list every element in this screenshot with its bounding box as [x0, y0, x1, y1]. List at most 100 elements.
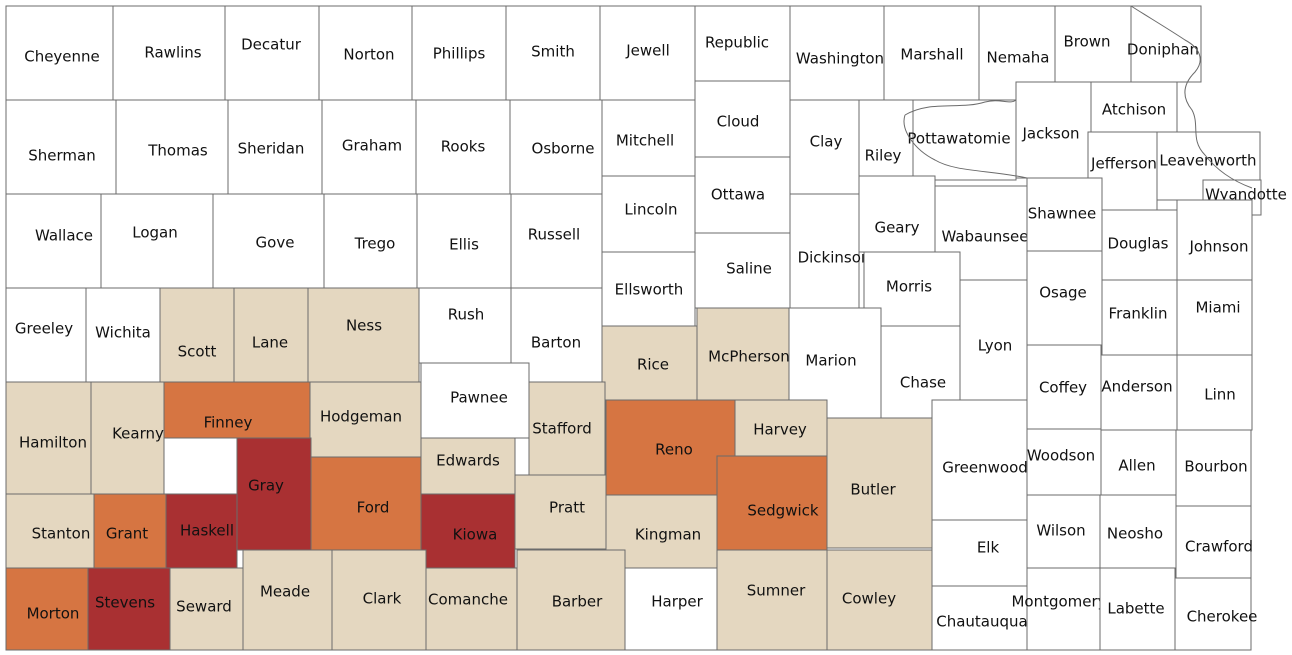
county-label-johnson: Johnson	[1188, 238, 1248, 256]
county-label-wichita: Wichita	[95, 324, 151, 342]
county-label-smith: Smith	[531, 43, 575, 61]
county-label-geary: Geary	[874, 219, 919, 237]
county-shape-johnson	[1176, 199, 1253, 281]
county-kiowa: Kiowa	[420, 493, 516, 569]
county-graham: Graham	[321, 99, 417, 195]
county-shape-meade	[242, 549, 333, 651]
county-label-rush: Rush	[448, 306, 485, 324]
county-meade: Meade	[242, 549, 333, 651]
county-shape-linn	[1176, 354, 1253, 431]
county-rawlins: Rawlins	[112, 5, 226, 101]
county-shape-morton	[5, 567, 89, 651]
county-label-lincoln: Lincoln	[624, 201, 677, 219]
county-shape-cherokee	[1174, 577, 1252, 651]
county-label-decatur: Decatur	[241, 36, 302, 54]
county-linn: Linn	[1176, 354, 1253, 431]
county-franklin: Franklin	[1101, 279, 1178, 356]
county-shape-barber	[516, 549, 626, 651]
county-shape-stevens	[87, 567, 171, 651]
county-label-barton: Barton	[531, 334, 581, 352]
county-shape-comanche	[425, 567, 518, 651]
county-shape-harvey	[734, 399, 828, 457]
county-ottawa: Ottawa	[694, 156, 791, 234]
county-label-scott: Scott	[178, 343, 217, 361]
county-label-allen: Allen	[1118, 457, 1155, 475]
county-wallace: Wallace	[5, 193, 102, 289]
county-saline: Saline	[694, 232, 791, 309]
county-edwards: Edwards	[420, 437, 516, 495]
county-label-saline: Saline	[726, 260, 772, 278]
county-label-kiowa: Kiowa	[453, 526, 498, 544]
county-label-cheyenne: Cheyenne	[24, 48, 100, 66]
county-gove: Gove	[212, 193, 325, 289]
county-label-lyon: Lyon	[978, 337, 1013, 355]
county-label-ellis: Ellis	[449, 236, 479, 254]
county-shape-reno	[605, 399, 736, 497]
county-label-gove: Gove	[256, 234, 295, 252]
county-shape-pottawatomie	[912, 99, 1017, 181]
county-jackson: Jackson	[1015, 81, 1092, 179]
county-shape-miami	[1176, 279, 1253, 356]
county-label-harvey: Harvey	[753, 421, 807, 439]
county-woodson: Woodson	[1026, 428, 1102, 496]
county-label-pratt: Pratt	[549, 499, 585, 517]
county-label-comanche: Comanche	[428, 591, 508, 609]
county-label-seward: Seward	[176, 598, 232, 616]
county-shape-stafford	[528, 381, 606, 477]
county-label-shawnee: Shawnee	[1028, 205, 1096, 223]
county-stafford: Stafford	[528, 381, 606, 477]
county-shape-saline	[694, 232, 791, 309]
county-washington: Washington	[789, 5, 885, 101]
county-label-linn: Linn	[1204, 386, 1236, 404]
county-greenwood: Greenwood	[931, 399, 1028, 521]
county-rice: Rice	[601, 325, 698, 403]
county-shape-cheyenne	[5, 5, 114, 101]
county-shape-republic	[694, 5, 791, 82]
county-geary: Geary	[858, 175, 936, 253]
county-label-labette: Labette	[1107, 600, 1164, 618]
county-shape-butler	[826, 417, 933, 549]
county-haskell: Haskell	[165, 493, 238, 569]
county-label-cloud: Cloud	[717, 113, 760, 131]
county-pawnee: Pawnee	[420, 362, 530, 439]
county-shape-decatur	[224, 5, 320, 101]
county-scott: Scott	[159, 287, 235, 383]
county-smith: Smith	[505, 5, 601, 101]
county-label-wilson: Wilson	[1036, 522, 1085, 540]
county-shape-osage	[1026, 250, 1103, 346]
county-sheridan: Sheridan	[227, 99, 323, 195]
county-shape-russell	[510, 193, 604, 289]
county-label-clay: Clay	[810, 133, 843, 151]
county-shape-haskell	[165, 493, 238, 569]
county-shape-greenwood	[931, 399, 1028, 521]
county-doniphan: Doniphan	[1127, 5, 1202, 83]
county-label-dickinson: Dickinson	[798, 249, 871, 267]
county-label-pawnee: Pawnee	[450, 389, 508, 407]
county-shape-logan	[100, 193, 214, 289]
county-label-harper: Harper	[651, 593, 703, 611]
county-label-bourbon: Bourbon	[1184, 458, 1247, 476]
county-reno: Reno	[605, 399, 736, 497]
county-morton: Morton	[5, 567, 89, 651]
county-label-grant: Grant	[106, 525, 148, 543]
county-label-rice: Rice	[637, 356, 669, 374]
county-label-elk: Elk	[977, 539, 1000, 557]
county-shape-allen	[1100, 429, 1177, 496]
county-trego: Trego	[323, 193, 418, 289]
county-shape-hamilton	[5, 381, 92, 495]
county-jewell: Jewell	[599, 5, 696, 101]
county-shape-atchison	[1090, 81, 1178, 133]
county-lyon: Lyon	[959, 279, 1028, 401]
county-label-stafford: Stafford	[532, 420, 592, 438]
county-anderson: Anderson	[1100, 354, 1178, 431]
county-shape-marshall	[883, 5, 980, 101]
county-rooks: Rooks	[415, 99, 511, 195]
county-shape-wallace	[5, 193, 102, 289]
county-shape-smith	[505, 5, 601, 101]
county-shape-wichita	[85, 287, 161, 383]
county-shape-sherman	[5, 99, 117, 195]
county-label-finney: Finney	[204, 414, 253, 432]
county-kearny: Kearny	[90, 381, 165, 495]
county-label-rawlins: Rawlins	[144, 44, 201, 62]
county-label-russell: Russell	[528, 226, 580, 244]
